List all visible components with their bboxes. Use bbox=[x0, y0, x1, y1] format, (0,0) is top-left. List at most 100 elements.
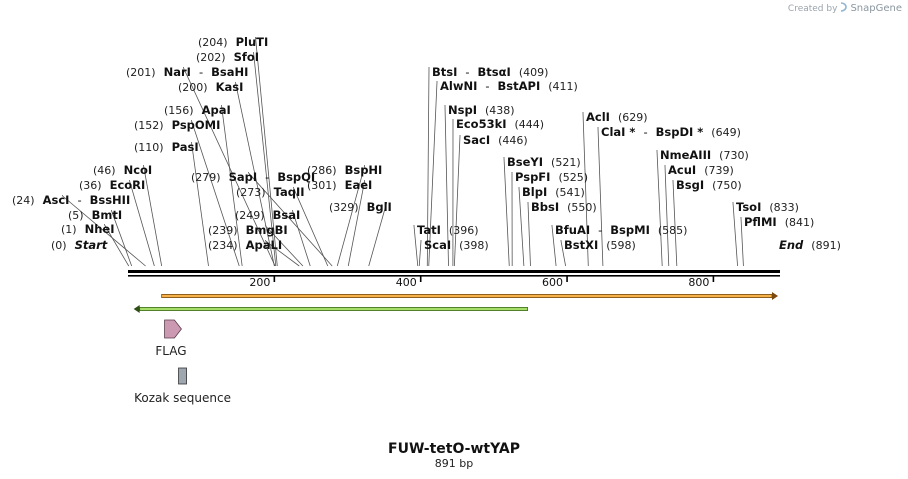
orf-arrowhead bbox=[772, 292, 778, 300]
site-bfuai: (585) BfuAI BspMI- bbox=[555, 223, 687, 237]
orf-bar bbox=[161, 293, 773, 298]
site-name: Start bbox=[75, 238, 108, 252]
site-name: AlwNI bbox=[440, 79, 477, 93]
site-line bbox=[104, 224, 130, 267]
site-name: BstAPI bbox=[498, 79, 541, 93]
site-name: NarI bbox=[164, 65, 191, 79]
site-position: (1) bbox=[61, 223, 77, 236]
site-name: PspFI bbox=[515, 170, 550, 184]
site-name: TatI bbox=[417, 223, 441, 237]
site-line bbox=[551, 225, 557, 267]
ruler: 200 400 600 800 bbox=[249, 276, 715, 289]
site-name: BbsI bbox=[531, 200, 559, 214]
feature-orange-orf[interactable] bbox=[161, 292, 778, 300]
site-name: NmeAIII bbox=[660, 148, 711, 162]
site-saci: (446) SacI bbox=[463, 133, 528, 147]
site-end: (891) End bbox=[779, 238, 841, 252]
site-name: PluTI bbox=[236, 35, 269, 49]
feature-kozak-sequence[interactable]: Kozak sequence bbox=[134, 367, 231, 405]
site-separator: - bbox=[485, 79, 489, 93]
site-apali: (234) ApaLI bbox=[208, 238, 282, 252]
site-name: BsaI bbox=[273, 208, 301, 222]
site-name: EcoRI bbox=[110, 178, 146, 192]
site-position: (152) bbox=[134, 119, 164, 132]
feature-label: Kozak sequence bbox=[134, 391, 231, 405]
site-position: (585) bbox=[658, 224, 688, 237]
feature-label: FLAG bbox=[155, 344, 186, 358]
site-line bbox=[582, 112, 589, 267]
site-name: BseYI bbox=[507, 155, 543, 169]
site-line bbox=[672, 180, 678, 267]
site-position: (200) bbox=[178, 81, 208, 94]
site-bmgbi: (239) BmgBI bbox=[208, 223, 288, 237]
site-line bbox=[664, 165, 670, 267]
site-pasi: (110) PasI bbox=[134, 140, 199, 154]
site-bgli: (329) BglI bbox=[329, 200, 392, 214]
site-position: (24) bbox=[12, 194, 35, 207]
credit-prefix: Created by bbox=[787, 3, 838, 14]
site-position: (204) bbox=[198, 36, 228, 49]
site-line bbox=[191, 120, 240, 267]
site-labels: (204) PluTI(202) SfoI(201) NarI BsaHI-(200) K… bbox=[12, 35, 841, 252]
site-position: (249) bbox=[235, 209, 265, 222]
site-bseyi: (521) BseYI bbox=[507, 155, 581, 169]
site-position: (411) bbox=[548, 80, 578, 93]
site-kasi: (200) KasI bbox=[178, 80, 243, 94]
site-name: BstXI bbox=[564, 238, 598, 252]
ruler-tick-label: 200 bbox=[249, 276, 270, 289]
kozak-box bbox=[178, 367, 187, 385]
site-pspomi: (152) PspOMI bbox=[134, 118, 220, 132]
site-bsphi: (286) BspHI bbox=[307, 163, 382, 177]
site-position: (329) bbox=[329, 201, 359, 214]
site-tati: (396) TatI bbox=[417, 223, 479, 237]
site-position: (239) bbox=[208, 224, 238, 237]
site-acui: (739) AcuI bbox=[668, 163, 734, 177]
ruler-tick bbox=[419, 276, 422, 282]
ruler-tick-label: 600 bbox=[542, 276, 563, 289]
site-name: BmtI bbox=[92, 208, 123, 222]
site-separator: - bbox=[199, 65, 203, 79]
site-line bbox=[418, 240, 422, 267]
site-nari: (201) NarI BsaHI- bbox=[126, 65, 248, 79]
site-line bbox=[221, 105, 243, 267]
site-blpi: (541) BlpI bbox=[522, 185, 585, 199]
site-name: BtsI bbox=[432, 65, 457, 79]
site-name: TaqII bbox=[274, 185, 305, 199]
site-position: (739) bbox=[704, 164, 734, 177]
site-name: BlpI bbox=[522, 185, 547, 199]
site-name: AscI bbox=[43, 193, 70, 207]
site-line bbox=[255, 37, 278, 267]
site-name: AcuI bbox=[668, 163, 696, 177]
site-name: TsoI bbox=[736, 200, 761, 214]
site-position: (286) bbox=[307, 164, 337, 177]
sequence-backbone bbox=[128, 270, 780, 277]
site-alwni: (411) AlwNI BstAPI- bbox=[440, 79, 578, 93]
site-name: BsaHI bbox=[211, 65, 248, 79]
site-asci: (24) AscI BssHII- bbox=[12, 193, 130, 207]
site-line bbox=[111, 210, 133, 267]
site-position: (521) bbox=[551, 156, 581, 169]
site-position: (396) bbox=[449, 224, 479, 237]
site-position: (525) bbox=[558, 171, 588, 184]
site-line bbox=[428, 81, 438, 267]
site-line bbox=[560, 240, 566, 267]
site-separator: - bbox=[598, 223, 602, 237]
site-position: (444) bbox=[515, 118, 545, 131]
site-line bbox=[62, 195, 146, 267]
top-strand bbox=[128, 270, 780, 273]
feature-flag[interactable]: FLAG bbox=[155, 319, 187, 358]
site-pluti: (204) PluTI bbox=[198, 35, 268, 49]
site-position: (0) bbox=[51, 239, 67, 252]
site-position: (5) bbox=[68, 209, 84, 222]
site-line bbox=[413, 225, 419, 267]
site-acli: (629) AclI bbox=[586, 110, 648, 124]
site-name: PspOMI bbox=[172, 118, 221, 132]
site-line bbox=[656, 150, 663, 267]
site-line bbox=[740, 217, 744, 267]
site-line bbox=[183, 67, 276, 267]
site-bsai: (249) BsaI bbox=[235, 208, 300, 222]
site-nhei: (1) NheI bbox=[61, 222, 114, 236]
ruler-tick bbox=[566, 276, 568, 282]
site-nspi: (438) NspI bbox=[448, 103, 515, 117]
feature-green-orf[interactable] bbox=[133, 305, 528, 313]
